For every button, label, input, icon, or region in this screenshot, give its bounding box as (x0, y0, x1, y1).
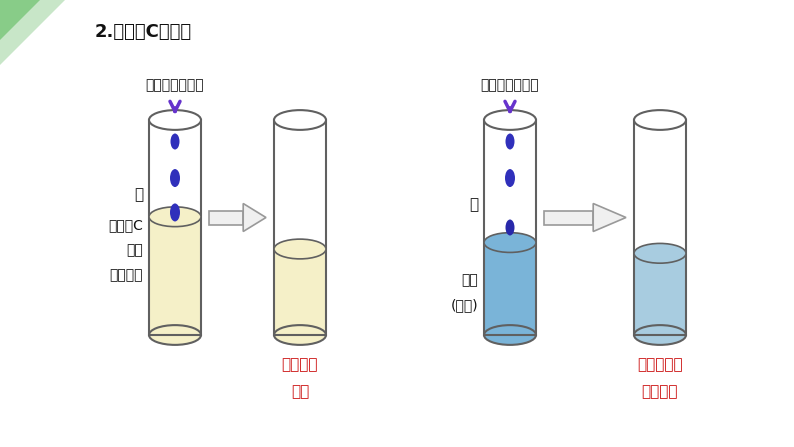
Text: 清水: 清水 (461, 273, 478, 287)
Ellipse shape (171, 134, 179, 149)
Text: 2.维生素C的检测: 2.维生素C的检测 (95, 23, 192, 41)
Ellipse shape (170, 169, 180, 187)
Text: 试剂蓝色: 试剂蓝色 (282, 358, 318, 372)
Text: 甲: 甲 (134, 187, 143, 202)
Ellipse shape (170, 203, 180, 221)
Ellipse shape (274, 110, 326, 130)
Bar (544, 211, 593, 224)
Bar (209, 211, 243, 224)
Ellipse shape (149, 207, 201, 227)
Text: 染成蓝色: 染成蓝色 (642, 384, 678, 400)
Text: 褪去: 褪去 (291, 384, 309, 400)
Text: （无色）: （无色） (110, 268, 143, 282)
Text: 加碘的淀粉溶液: 加碘的淀粉溶液 (145, 78, 204, 92)
Bar (274, 249, 326, 335)
Ellipse shape (484, 110, 536, 130)
Bar (274, 120, 326, 335)
Ellipse shape (484, 233, 536, 253)
Bar (149, 120, 201, 335)
Text: 乙: 乙 (469, 198, 478, 212)
Ellipse shape (484, 325, 536, 345)
Text: 加碘的淀粉溶液: 加碘的淀粉溶液 (480, 78, 539, 92)
Ellipse shape (274, 239, 326, 259)
Bar (484, 243, 536, 335)
Bar (484, 120, 536, 335)
Bar (149, 120, 201, 335)
Polygon shape (0, 0, 40, 40)
Text: (无色): (无色) (450, 298, 478, 312)
Bar (484, 120, 536, 335)
Ellipse shape (506, 219, 515, 236)
Polygon shape (593, 203, 626, 232)
Ellipse shape (505, 169, 515, 187)
Polygon shape (243, 203, 266, 232)
Ellipse shape (634, 325, 686, 345)
Text: 溶液: 溶液 (126, 243, 143, 257)
Ellipse shape (634, 244, 686, 263)
Bar (634, 253, 686, 335)
Bar (634, 120, 686, 335)
Ellipse shape (634, 110, 686, 130)
Bar (634, 120, 686, 335)
Ellipse shape (274, 325, 326, 345)
Ellipse shape (149, 110, 201, 130)
Bar (274, 120, 326, 335)
Bar (149, 217, 201, 335)
Ellipse shape (149, 325, 201, 345)
Polygon shape (0, 0, 65, 65)
Ellipse shape (506, 134, 515, 149)
Text: 维生素C: 维生素C (108, 218, 143, 232)
Text: 清水被试剂: 清水被试剂 (638, 358, 683, 372)
